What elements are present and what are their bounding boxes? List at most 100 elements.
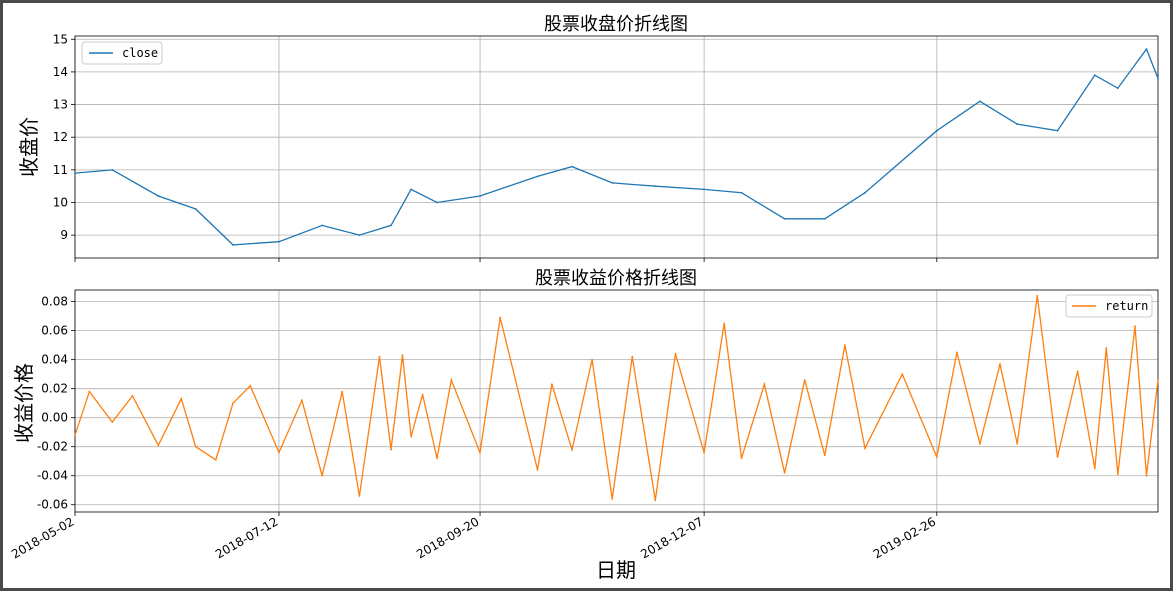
data-point [278,451,280,454]
data-point [499,316,502,319]
data-point [803,379,806,381]
y-tick-label: 0.06 [41,324,68,338]
top-y-axis-label: 收盘价 [17,117,41,177]
top-legend-label: close [122,46,158,60]
data-point [1105,347,1108,349]
data-point [901,373,904,376]
x-axis-label: 日期 [596,558,636,582]
data-point [341,390,344,393]
data-point [551,383,553,386]
data-point [1016,123,1019,125]
data-point [783,217,786,220]
x-tick-label: 2018-07-12 [213,514,280,561]
data-point [723,322,726,325]
data-point [783,471,786,474]
y-tick-label: -0.02 [37,440,68,454]
data-point [999,363,1001,365]
top-legend: close [81,41,163,65]
close-series-line [74,47,1159,246]
data-point [1116,87,1119,90]
data-point [410,435,412,438]
y-tick-label: 0.02 [41,382,68,396]
data-point [536,469,539,471]
data-point [956,351,958,354]
data-point [935,129,938,132]
data-point [232,402,234,405]
data-point [390,224,392,227]
data-point [1036,294,1039,297]
data-point [157,195,160,197]
bottom-legend-label: return [1105,299,1148,313]
data-point [74,172,76,175]
y-tick-label: 0.00 [41,411,68,425]
data-point [301,399,303,402]
bottom-y-axis-label: 收益价格 [12,363,36,443]
data-point [450,379,453,381]
data-point [654,185,657,188]
data-point [436,201,438,204]
data-point [421,393,424,396]
data-point [1134,325,1136,328]
top-chart-title: 股票收盘价折线图 [544,14,688,35]
data-point [1016,442,1019,445]
y-tick-label: 0.04 [41,353,68,367]
data-point [111,421,114,423]
y-tick-label: 12 [53,130,68,144]
data-point [740,457,743,460]
data-point [358,495,361,497]
data-point [703,451,705,454]
data-point [844,344,846,346]
data-point [611,498,614,500]
data-point [74,434,76,436]
bottom-plot-area [74,289,1159,513]
data-point [763,383,766,386]
data-point [1056,456,1059,458]
data-point [823,454,826,457]
data-point [935,456,938,458]
data-point [864,447,866,450]
data-point [249,384,252,387]
data-point [378,355,381,358]
y-tick-label: 15 [53,32,68,46]
data-point [479,195,481,197]
data-point [536,175,539,178]
y-tick-label: 11 [53,163,68,177]
data-point [823,217,826,220]
data-point [1116,473,1119,476]
data-point [278,240,280,243]
data-point [1076,370,1079,373]
data-point [111,169,114,171]
return-series-line [74,295,1159,501]
data-point [321,474,323,477]
data-point [1056,129,1059,132]
y-tick-label: -0.04 [37,469,68,483]
data-point [571,165,573,168]
bottom-legend: return [1065,294,1153,318]
data-point [740,191,743,194]
data-point [1145,474,1148,477]
data-point [1157,77,1159,80]
data-point [1145,48,1148,50]
data-point [401,354,404,357]
data-point [674,352,677,355]
y-tick-label: 0.08 [41,295,68,309]
data-point [436,457,438,460]
data-point [131,395,134,397]
data-point [157,444,160,447]
data-point [194,445,197,448]
x-tick-label: 2019-02-26 [871,514,938,561]
data-point [571,448,573,451]
y-tick-label: 13 [53,98,68,112]
data-point [321,224,323,227]
data-point [88,390,91,393]
y-tick-label: 9 [60,228,68,242]
data-point [194,208,197,210]
data-point [654,499,657,502]
data-point [631,355,634,358]
data-point [703,188,705,191]
data-point [358,234,361,237]
x-tick-label: 2018-12-07 [638,514,705,561]
data-point [611,182,614,184]
